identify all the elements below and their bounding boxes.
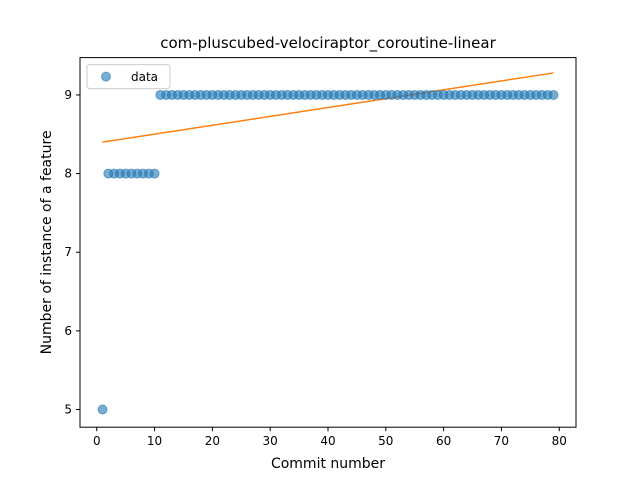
data-points-layer [97, 89, 559, 415]
data-point [149, 168, 160, 179]
x-axis-ticks: 0 10 20 30 40 50 60 70 80 [93, 427, 567, 448]
x-axis-label: Commit number [271, 456, 385, 472]
y-tick-label: 8 [64, 167, 72, 181]
y-axis-label: Number of instance of a feature [39, 130, 55, 354]
y-tick-label: 7 [64, 245, 72, 259]
y-axis-ticks: 5 6 7 8 9 [64, 88, 80, 417]
x-tick-label: 40 [320, 434, 335, 448]
y-tick-label: 9 [64, 88, 72, 102]
chart-title: com-pluscubed-velociraptor_coroutine-lin… [160, 34, 496, 53]
x-tick-label: 30 [263, 434, 278, 448]
x-tick-label: 10 [147, 434, 162, 448]
legend-label-data: data [131, 70, 158, 84]
fit-line-layer [102, 72, 554, 143]
legend-box [86, 64, 171, 90]
legend: data [86, 64, 171, 90]
x-tick-label: 20 [205, 434, 220, 448]
data-point [548, 89, 559, 100]
fit-line [102, 72, 554, 143]
y-tick-label: 6 [64, 324, 72, 338]
plot-area [80, 57, 576, 428]
x-tick-label: 50 [378, 434, 393, 448]
x-tick-label: 80 [552, 434, 567, 448]
x-tick-label: 60 [436, 434, 451, 448]
legend-marker-data [101, 71, 111, 82]
x-tick-label: 70 [494, 434, 509, 448]
y-tick-label: 5 [64, 403, 72, 417]
x-tick-label: 0 [93, 434, 101, 448]
data-point [97, 404, 108, 415]
